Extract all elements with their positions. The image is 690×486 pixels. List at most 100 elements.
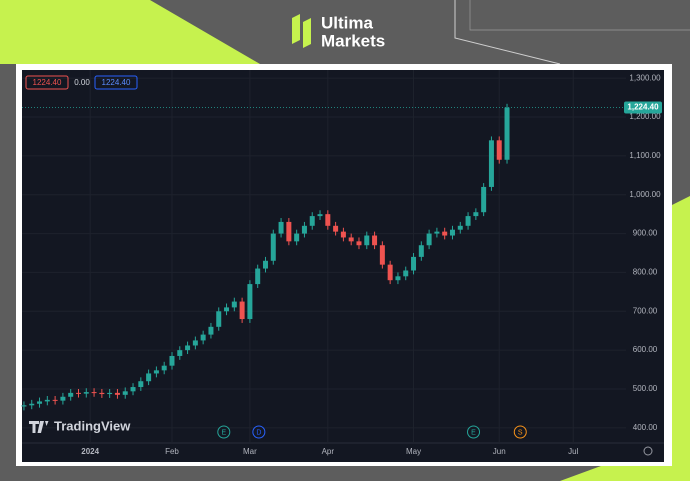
candle-body (309, 216, 315, 226)
candle-body (301, 225, 307, 234)
x-tick-label: Jun (493, 447, 506, 456)
candle-body (333, 225, 339, 232)
candle-body (426, 233, 432, 246)
watermark-text: TradingView (54, 418, 131, 433)
event-marker (217, 425, 231, 439)
candle-body (224, 307, 230, 312)
candle-body (286, 221, 292, 242)
candle-body (457, 225, 463, 230)
candle-body (488, 140, 494, 187)
x-tick-label: Jul (568, 447, 578, 456)
candle-body (37, 401, 43, 404)
candle-body (340, 231, 346, 238)
y-tick-label: 800.00 (633, 268, 658, 277)
legend-value: 1224.40 (33, 78, 62, 87)
y-tick-label: 500.00 (633, 384, 658, 393)
candle-body (411, 256, 417, 271)
candle-body (99, 392, 105, 395)
legend-value: 1224.40 (102, 78, 131, 87)
candle-body (52, 399, 58, 401)
candle-body (473, 212, 479, 217)
candle-body (262, 260, 268, 269)
candle-body (395, 276, 401, 281)
decor-line (454, 0, 561, 65)
candle-body (44, 399, 50, 402)
candle-body (379, 245, 385, 265)
candle-body (208, 326, 214, 335)
candle-body (278, 221, 284, 234)
decor-line (469, 0, 690, 31)
candle-body (192, 340, 198, 346)
candle-body (107, 392, 113, 395)
y-tick-label: 1,100.00 (629, 151, 661, 160)
candle-body (372, 235, 378, 246)
event-marker (513, 425, 527, 439)
x-tick-label: Mar (243, 447, 257, 456)
y-tick-label: 1,300.00 (629, 73, 661, 82)
candle-body (504, 107, 510, 160)
event-label: E (471, 429, 476, 436)
candle-body (364, 235, 370, 246)
accent (0, 0, 260, 64)
y-tick-label: 1,200.00 (629, 112, 661, 121)
x-tick-label: Feb (165, 447, 179, 456)
candle-body (403, 270, 409, 277)
candle-body (418, 245, 424, 257)
candle-body (114, 392, 120, 395)
legend-box (94, 75, 138, 90)
candle-body (442, 231, 448, 236)
logo-mark (303, 18, 311, 48)
candle-body (200, 334, 206, 341)
brand-line1: Ultima (321, 13, 374, 32)
y-tick-label: 1,000.00 (629, 190, 661, 199)
event-label: E (221, 429, 226, 436)
candle-body (317, 214, 323, 217)
candle-body (185, 345, 191, 351)
candle-body (348, 237, 354, 242)
y-tick-label: 400.00 (633, 423, 658, 432)
candle-body (29, 403, 35, 406)
candle-body (138, 381, 144, 388)
last-price-tag (624, 101, 662, 114)
candle-body (231, 301, 237, 308)
candle-body (325, 214, 331, 226)
x-tick-label: May (406, 447, 421, 456)
candle-body (255, 268, 261, 285)
y-tick-label: 900.00 (633, 229, 658, 238)
candle-body (68, 392, 74, 397)
event-marker (252, 425, 266, 439)
candle-body (91, 392, 97, 394)
watermark: TradingView (29, 418, 131, 433)
candle-body (83, 392, 89, 394)
candle-body (146, 373, 152, 382)
candle-body (387, 264, 393, 281)
candle-body (496, 140, 502, 160)
candle-body (247, 284, 253, 320)
logo-mark (292, 14, 300, 44)
candle-body (161, 365, 167, 371)
accent (560, 196, 690, 481)
candle-body (177, 350, 183, 356)
candle-body (449, 229, 455, 236)
candle-body (294, 233, 300, 242)
logo: Ultima Markets (292, 13, 385, 50)
candle-body (216, 311, 222, 327)
candle-body (153, 370, 159, 374)
candle-body (75, 392, 81, 394)
candle-body (21, 405, 27, 407)
candle-body (481, 186, 487, 213)
candle-body (465, 216, 471, 226)
settings-icon[interactable] (643, 446, 653, 456)
candle-body (434, 231, 440, 234)
last-price-label: 1,224.40 (627, 103, 659, 112)
candle-body (122, 391, 128, 395)
y-tick-label: 600.00 (633, 345, 658, 354)
x-tick-label: 2024 (81, 447, 99, 456)
legend-box (25, 75, 69, 90)
watermark-icon (29, 421, 49, 433)
chart-area (22, 70, 664, 462)
candle-body (60, 396, 66, 401)
x-tick-label: Apr (322, 447, 335, 456)
event-marker (467, 425, 481, 439)
y-tick-label: 700.00 (633, 306, 658, 315)
